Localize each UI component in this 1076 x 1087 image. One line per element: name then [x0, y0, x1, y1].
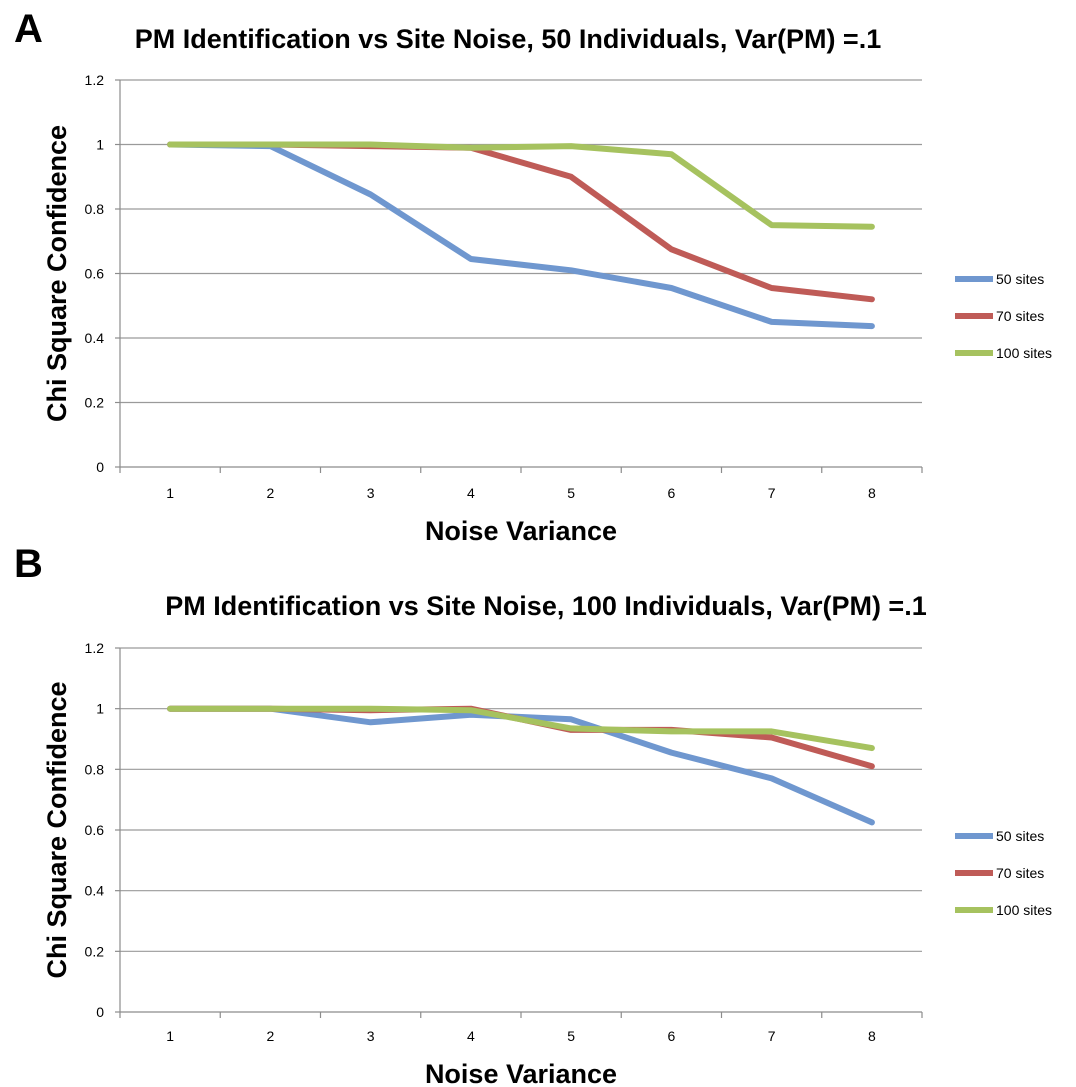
x-tick-label: 7: [768, 485, 776, 501]
y-tick-label: 1: [96, 701, 104, 717]
chart-title: PM Identification vs Site Noise, 100 Ind…: [165, 591, 926, 621]
x-axis-title: Noise Variance: [425, 1059, 617, 1087]
x-tick-label: 5: [567, 1028, 575, 1044]
y-tick-label: 0: [96, 1004, 104, 1020]
series-line-100-sites: [167, 705, 875, 752]
y-tick-label: 1: [96, 137, 104, 153]
y-tick-label: 1.2: [85, 72, 105, 88]
chart-panel-a: A PM Identification vs Site Noise, 50 Ind…: [14, 7, 1052, 546]
x-tick-label: 3: [367, 485, 375, 501]
chart-title: PM Identification vs Site Noise, 50 Indi…: [135, 24, 881, 54]
legend-label-70-sites: 70 sites: [996, 865, 1044, 881]
series-line-50-sites: [167, 141, 875, 330]
x-tick-label: 5: [567, 485, 575, 501]
y-axis-title: Chi Square Confidence: [42, 125, 72, 422]
x-tick-label: 1: [166, 1028, 174, 1044]
x-tick-label: 2: [266, 1028, 274, 1044]
legend-label-50-sites: 50 sites: [996, 828, 1044, 844]
x-tick-label: 8: [868, 1028, 876, 1044]
x-tick-label: 1: [166, 485, 174, 501]
y-axis-title: Chi Square Confidence: [42, 681, 72, 978]
y-tick-label: 0.2: [85, 395, 105, 411]
x-tick-label: 2: [266, 485, 274, 501]
panel-letter: A: [14, 7, 43, 51]
x-tick-label: 3: [367, 1028, 375, 1044]
x-tick-label: 4: [467, 1028, 475, 1044]
legend-label-70-sites: 70 sites: [996, 308, 1044, 324]
legend-label-100-sites: 100 sites: [996, 902, 1052, 918]
y-tick-label: 0.4: [85, 330, 105, 346]
y-tick-label: 0: [96, 459, 104, 475]
chart-panel-b: B PM Identification vs Site Noise, 100 In…: [14, 542, 1052, 1087]
x-tick-label: 6: [667, 1028, 675, 1044]
y-tick-label: 0.6: [85, 822, 105, 838]
panel-letter: B: [14, 542, 43, 586]
series-line-100-sites: [167, 141, 875, 230]
legend-label-50-sites: 50 sites: [996, 271, 1044, 287]
x-tick-label: 6: [667, 485, 675, 501]
legend-label-100-sites: 100 sites: [996, 345, 1052, 361]
x-tick-label: 7: [768, 1028, 776, 1044]
series-line-50-sites: [167, 705, 875, 826]
y-tick-label: 0.8: [85, 201, 105, 217]
x-axis-title: Noise Variance: [425, 516, 617, 546]
y-tick-label: 1.2: [85, 640, 105, 656]
y-tick-label: 0.2: [85, 943, 105, 959]
y-tick-label: 0.6: [85, 266, 105, 282]
y-tick-label: 0.4: [85, 883, 105, 899]
x-tick-label: 8: [868, 485, 876, 501]
x-tick-label: 4: [467, 485, 475, 501]
y-tick-label: 0.8: [85, 761, 105, 777]
